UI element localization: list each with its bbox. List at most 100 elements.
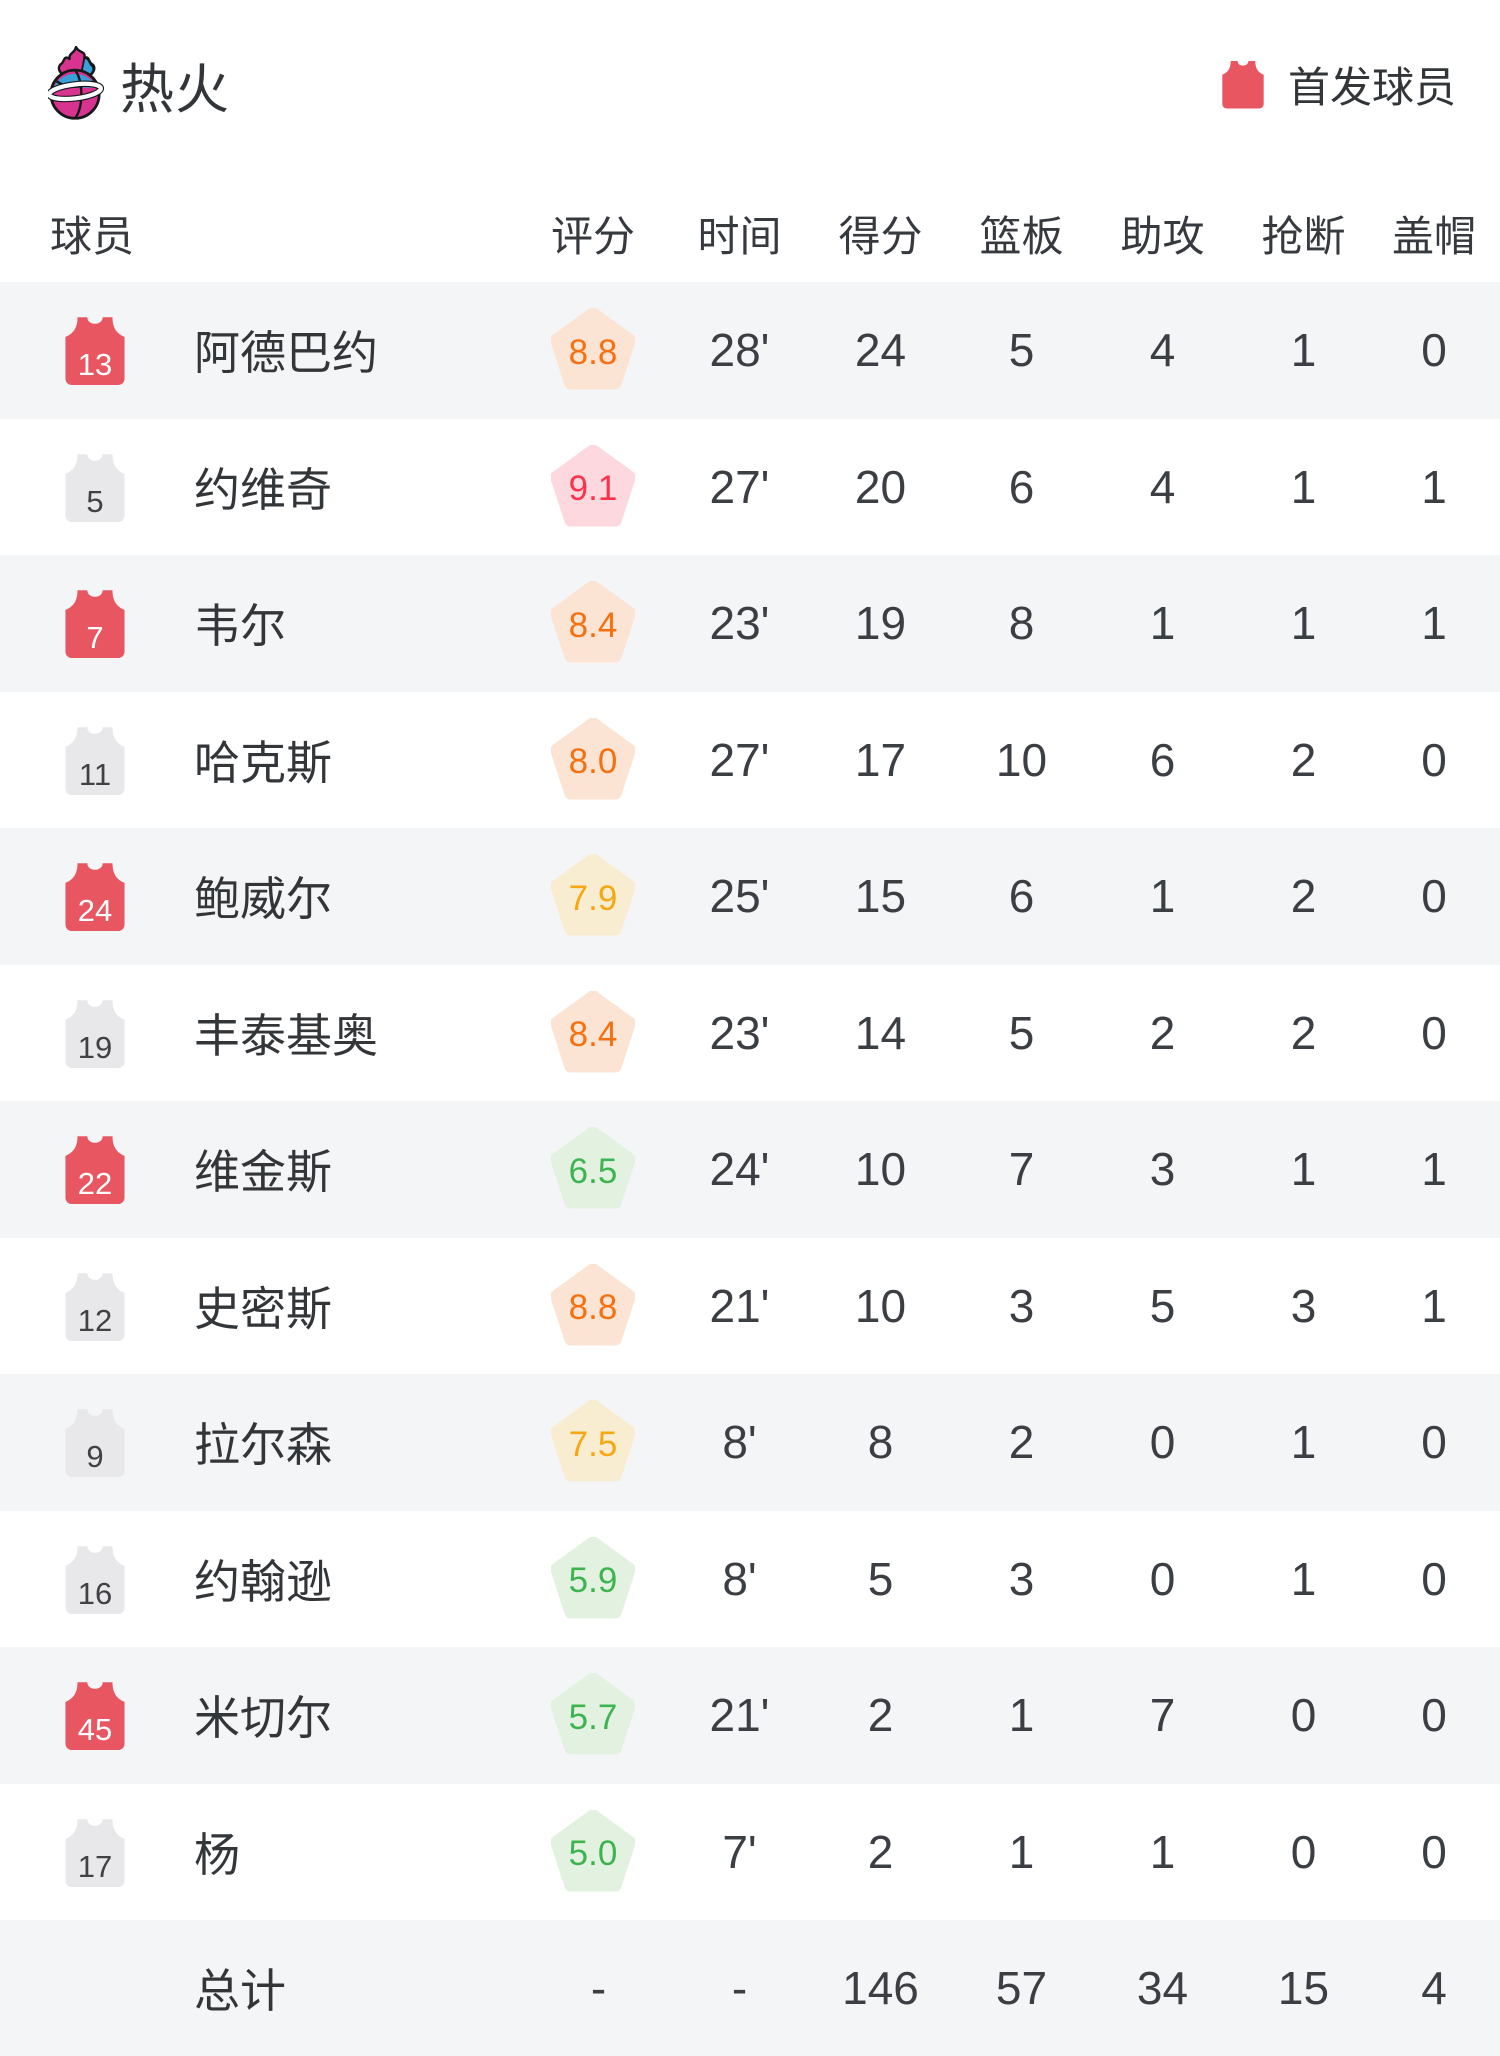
- stat-points: 15: [854, 870, 907, 923]
- stat-blocks: 0: [1421, 1689, 1447, 1742]
- total-points: 146: [842, 1962, 919, 2014]
- jersey-number: 17: [77, 1848, 113, 1884]
- jersey-number: 11: [78, 756, 112, 792]
- team-logo-icon: [48, 46, 104, 120]
- stat-steals: 0: [1290, 1825, 1317, 1878]
- player-cell: 12 史密斯: [50, 1271, 517, 1341]
- stat-steals: 1: [1290, 1143, 1317, 1196]
- stat-blocks: 1: [1421, 597, 1447, 650]
- jersey-number: 24: [77, 893, 113, 929]
- total-rating: -: [590, 1962, 607, 2014]
- player-row[interactable]: 9 拉尔森 7.5 8' 8 2 0 1 0: [0, 1374, 1500, 1511]
- stat-points: 10: [854, 1143, 907, 1196]
- stat-steals: 1: [1290, 597, 1317, 650]
- jersey-number: 9: [86, 1439, 104, 1475]
- stat-assists: 0: [1149, 1416, 1176, 1469]
- rating-cell: 8.4: [517, 990, 669, 1075]
- rating-cell: 5.7: [517, 1673, 669, 1757]
- stat-assists: 3: [1149, 1143, 1176, 1196]
- team-header: 热火 首发球员: [0, 0, 1500, 140]
- stat-points: 24: [854, 324, 907, 377]
- starter-legend-label: 首发球员: [1287, 63, 1456, 111]
- rating-cell: 8.8: [517, 308, 669, 392]
- jersey-icon: 13: [62, 315, 128, 386]
- stat-points: 20: [854, 460, 907, 513]
- rating-value: 8.0: [568, 742, 618, 782]
- stat-blocks: 0: [1421, 1416, 1447, 1469]
- stat-time: 23': [709, 597, 770, 650]
- player-cell: 19 丰泰基奥: [50, 998, 517, 1068]
- stat-time: 8': [722, 1416, 757, 1469]
- player-cell: 17 杨: [50, 1817, 517, 1887]
- stat-assists: 2: [1149, 1006, 1176, 1059]
- rating-value: 8.8: [568, 1288, 618, 1328]
- stat-rebounds: 5: [1008, 324, 1035, 377]
- player-row[interactable]: 45 米切尔 5.7 21' 2 1 7 0 0: [0, 1647, 1500, 1784]
- player-row[interactable]: 5 约维奇 9.1 27' 20 6 4 1 1: [0, 418, 1500, 555]
- stat-assists: 1: [1149, 1825, 1176, 1878]
- jersey-icon: 17: [62, 1817, 128, 1887]
- jersey-icon: 16: [62, 1544, 128, 1614]
- player-name: 阿德巴约: [194, 327, 378, 380]
- column-header-rebounds: 篮板: [979, 212, 1064, 260]
- stat-rebounds: 3: [1008, 1279, 1035, 1332]
- rating-value: 5.0: [568, 1834, 618, 1874]
- stat-assists: 6: [1149, 733, 1176, 786]
- rating-badge: 8.0: [551, 717, 635, 802]
- rating-cell: 7.9: [517, 854, 669, 938]
- player-row[interactable]: 24 鲍威尔 7.9 25' 15 6 1 2 0: [0, 828, 1500, 965]
- stat-points: 8: [867, 1416, 894, 1469]
- stat-time: 24': [709, 1143, 770, 1196]
- total-rebounds: 57: [995, 1962, 1048, 2014]
- total-blocks: 4: [1421, 1962, 1447, 2014]
- rating-cell: 5.9: [517, 1536, 669, 1621]
- rating-value: 6.5: [568, 1151, 618, 1191]
- stat-blocks: 0: [1421, 733, 1447, 786]
- rating-badge: 5.9: [551, 1536, 635, 1621]
- stat-assists: 4: [1149, 324, 1176, 377]
- stat-blocks: 1: [1421, 1143, 1447, 1196]
- rating-cell: 7.5: [517, 1400, 669, 1484]
- stat-assists: 1: [1149, 870, 1176, 923]
- jersey-number: 16: [77, 1575, 113, 1611]
- total-cell: 总计: [50, 1955, 528, 2021]
- stat-rebounds: 3: [1008, 1552, 1035, 1605]
- jersey-number: 22: [77, 1166, 113, 1202]
- player-cell: 5 约维奇: [50, 452, 517, 522]
- stat-assists: 1: [1149, 597, 1176, 650]
- jersey-icon: 7: [62, 588, 128, 659]
- stat-rebounds: 10: [995, 733, 1048, 786]
- stat-rebounds: 5: [1008, 1006, 1035, 1059]
- rating-badge: 6.5: [551, 1127, 635, 1211]
- rating-badge: 8.4: [551, 581, 635, 665]
- player-row[interactable]: 11 哈克斯 8.0 27' 17 10 6 2 0: [0, 691, 1500, 828]
- jersey-number: 13: [77, 347, 113, 383]
- column-header-steals: 抢断: [1261, 212, 1346, 260]
- stat-steals: 2: [1290, 870, 1317, 923]
- starter-legend: 首发球员: [1220, 54, 1456, 115]
- stat-time: 28': [709, 324, 770, 377]
- column-header-rating: 评分: [550, 212, 635, 260]
- total-assists: 34: [1136, 1962, 1189, 2014]
- stat-points: 5: [867, 1552, 894, 1605]
- stat-time: 27': [709, 733, 770, 786]
- player-row[interactable]: 13 阿德巴约 8.8 28' 24 5 4 1 0: [0, 282, 1500, 419]
- player-row[interactable]: 7 韦尔 8.4 23' 19 8 1 1 1: [0, 555, 1500, 692]
- player-row[interactable]: 12 史密斯 8.8 21' 10 3 5 3 1: [0, 1237, 1500, 1374]
- stat-assists: 7: [1149, 1689, 1176, 1742]
- player-row[interactable]: 22 维金斯 6.5 24' 10 7 3 1 1: [0, 1101, 1500, 1238]
- stat-blocks: 1: [1421, 460, 1447, 513]
- player-row[interactable]: 17 杨 5.0 7' 2 1 1 0 0: [0, 1783, 1500, 1920]
- stat-blocks: 0: [1421, 324, 1447, 377]
- rating-badge: 8.4: [551, 990, 635, 1075]
- player-name: 哈克斯: [194, 736, 332, 789]
- stat-rebounds: 7: [1008, 1143, 1035, 1196]
- player-row[interactable]: 19 丰泰基奥 8.4 23' 14 5 2 2 0: [0, 964, 1500, 1101]
- stat-time: 21': [709, 1279, 770, 1332]
- player-row[interactable]: 16 约翰逊 5.9 8' 5 3 0 1 0: [0, 1510, 1500, 1647]
- rating-value: 5.9: [568, 1561, 618, 1601]
- jersey-icon: 22: [62, 1134, 128, 1205]
- rating-badge: 5.0: [551, 1809, 635, 1894]
- jersey-number: 12: [77, 1302, 113, 1338]
- player-name: 杨: [194, 1828, 240, 1881]
